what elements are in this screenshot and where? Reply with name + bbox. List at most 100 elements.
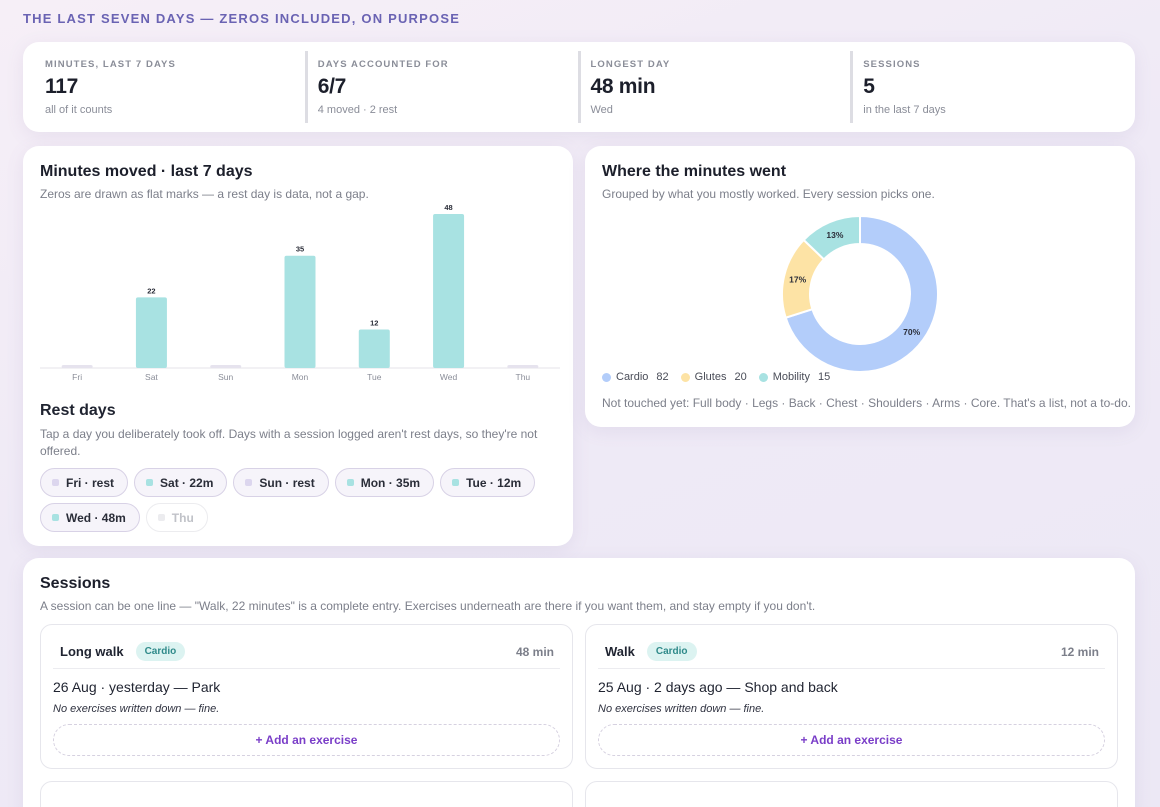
session-duration: 48 min (515, 644, 554, 659)
rest-day-chip: Thu (145, 503, 208, 532)
x-tick-label: Wed (440, 372, 458, 382)
bar-wed (433, 214, 465, 368)
stat-value: 48 min (590, 75, 656, 98)
stat-label: LONGEST DAY (590, 59, 671, 70)
session-header: Walk Cardio 12 min (598, 641, 1105, 669)
donut-slice-cardio (784, 214, 939, 373)
bar-sun (210, 365, 242, 368)
rest-day-chip[interactable]: Sat · 22m (134, 468, 228, 497)
chip-label: Thu (171, 510, 194, 525)
x-tick-label: Fri (72, 372, 82, 382)
session-card[interactable] (40, 781, 573, 807)
legend-dot-icon (602, 372, 611, 382)
session-date: 25 Aug · 2 days ago — Shop and back (598, 679, 838, 695)
session-name: Long walk (60, 644, 124, 659)
chip-dot-icon (346, 479, 354, 486)
rest-day-chip[interactable]: Wed · 48m (40, 503, 140, 532)
stat-sub: all of it counts (45, 104, 113, 116)
chip-label: Tue · 12m (466, 475, 522, 490)
rest-day-chip[interactable]: Fri · rest (40, 468, 129, 497)
stat-label: MINUTES, LAST 7 DAYS (45, 59, 176, 70)
rest-day-chip[interactable]: Sun · rest (233, 468, 329, 497)
rest-day-chip[interactable]: Mon · 35m (334, 468, 435, 497)
stat-value: 6/7 (317, 75, 347, 98)
minutes-bar-chart: Fri 22 Sat Sun 35 Mon 12 Tue 48 Wed Thu (40, 203, 560, 382)
bar-fri (61, 365, 93, 368)
legend-item: Cardio 82 (602, 371, 669, 383)
bar-tue (358, 329, 390, 368)
legend-dot-icon (758, 372, 768, 382)
donut-slice-mobility (802, 214, 861, 261)
session-card[interactable] (585, 781, 1118, 807)
sessions-card: Sessions A session can be one line — "Wa… (23, 558, 1135, 807)
slice-percent-label: 13% (826, 230, 843, 240)
x-tick-label: Mon (292, 372, 309, 382)
session-category-badge: Cardio (135, 642, 186, 661)
minutes-card: Minutes moved · last 7 days Zeros are dr… (23, 146, 573, 546)
chip-label: Wed · 48m (66, 510, 126, 525)
session-header: Long walk Cardio 48 min (53, 641, 560, 669)
legend-name: Cardio (616, 371, 649, 383)
sessions-subtitle: A session can be one line — "Walk, 22 mi… (40, 599, 816, 613)
legend-item: Glutes 20 (680, 371, 747, 383)
bar-data-label: 35 (296, 245, 304, 254)
bar-mon (284, 255, 316, 368)
rest-day-chips: Fri · rest Sat · 22m Sun · rest Mon · 35m Tu… (40, 468, 560, 532)
add-exercise-button[interactable]: + Add an exercise (53, 724, 560, 756)
legend-count: 15 (818, 371, 831, 383)
untouched-note: Not touched yet: Full body · Legs · Back… (602, 396, 1131, 410)
sessions-title: Sessions (40, 575, 111, 592)
legend-name: Glutes (694, 371, 727, 383)
chip-dot-icon (157, 514, 165, 521)
stat-sub: Wed (590, 104, 613, 116)
session-card[interactable]: Long walk Cardio 48 min 26 Aug · yesterd… (40, 624, 573, 769)
stat-label: SESSIONS (863, 59, 921, 70)
minutes-title: Minutes moved · last 7 days (40, 163, 253, 180)
chip-label: Mon · 35m (360, 475, 421, 490)
bar-data-label: 48 (444, 204, 452, 212)
add-exercise-button[interactable]: + Add an exercise (598, 724, 1105, 756)
stat-value: 5 (863, 75, 875, 98)
where-title: Where the minutes went (602, 163, 787, 180)
session-note: No exercises written down — fine. (598, 703, 765, 715)
chip-dot-icon (245, 479, 253, 486)
stat-sub: 4 moved · 2 rest (317, 104, 398, 116)
stat-sessions: SESSIONS 5 in the last 7 days (850, 51, 1123, 123)
session-category-badge: Cardio (646, 642, 697, 661)
chip-dot-icon (146, 479, 154, 486)
rest-day-chip[interactable]: Tue · 12m (440, 468, 536, 497)
session-card[interactable]: Walk Cardio 12 min 25 Aug · 2 days ago —… (585, 624, 1118, 769)
bar-data-label: 22 (147, 286, 155, 295)
chip-label: Fri · rest (66, 475, 115, 490)
rest-days-title: Rest days (40, 402, 116, 419)
stat-value: 117 (45, 75, 78, 98)
legend-name: Mobility (772, 371, 810, 383)
chip-dot-icon (52, 514, 59, 521)
slice-percent-label: 17% (789, 275, 806, 285)
chip-label: Sat · 22m (160, 475, 214, 490)
donut-chart: 70% 17% 13% (765, 199, 955, 389)
x-tick-label: Sat (145, 372, 158, 382)
category-donut: 70% 17% 13% (781, 214, 939, 373)
slice-percent-label: 70% (903, 327, 920, 337)
chip-dot-icon (452, 479, 460, 486)
sessions-list: Long walk Cardio 48 min 26 Aug · yesterd… (40, 624, 1118, 807)
bar-thu (507, 365, 539, 368)
x-tick-label: Sun (218, 372, 233, 382)
stats-summary: MINUTES, LAST 7 DAYS 117 all of it count… (23, 42, 1135, 132)
where-card: Where the minutes went Grouped by what y… (585, 146, 1135, 427)
where-subtitle: Grouped by what you mostly worked. Every… (602, 187, 935, 201)
donut-legend: Cardio 82 Glutes 20 Mobility 15 (602, 371, 830, 383)
legend-dot-icon (680, 372, 690, 382)
stat-longest: LONGEST DAY 48 min Wed (577, 51, 851, 123)
chip-label: Sun · rest (259, 475, 315, 490)
minutes-chart: Fri 22 Sat Sun 35 Mon 12 Tue 48 Wed Thu (40, 203, 560, 534)
minutes-subtitle: Zeros are drawn as flat marks — a rest d… (40, 187, 369, 201)
stat-sub: in the last 7 days (863, 104, 946, 116)
x-tick-label: Thu (516, 372, 531, 382)
bar-data-label: 12 (370, 319, 378, 328)
legend-count: 82 (656, 371, 669, 383)
session-date: 26 Aug · yesterday — Park (53, 679, 221, 695)
stat-minutes: MINUTES, LAST 7 DAYS 117 all of it count… (35, 51, 305, 123)
x-tick-label: Tue (367, 372, 382, 382)
